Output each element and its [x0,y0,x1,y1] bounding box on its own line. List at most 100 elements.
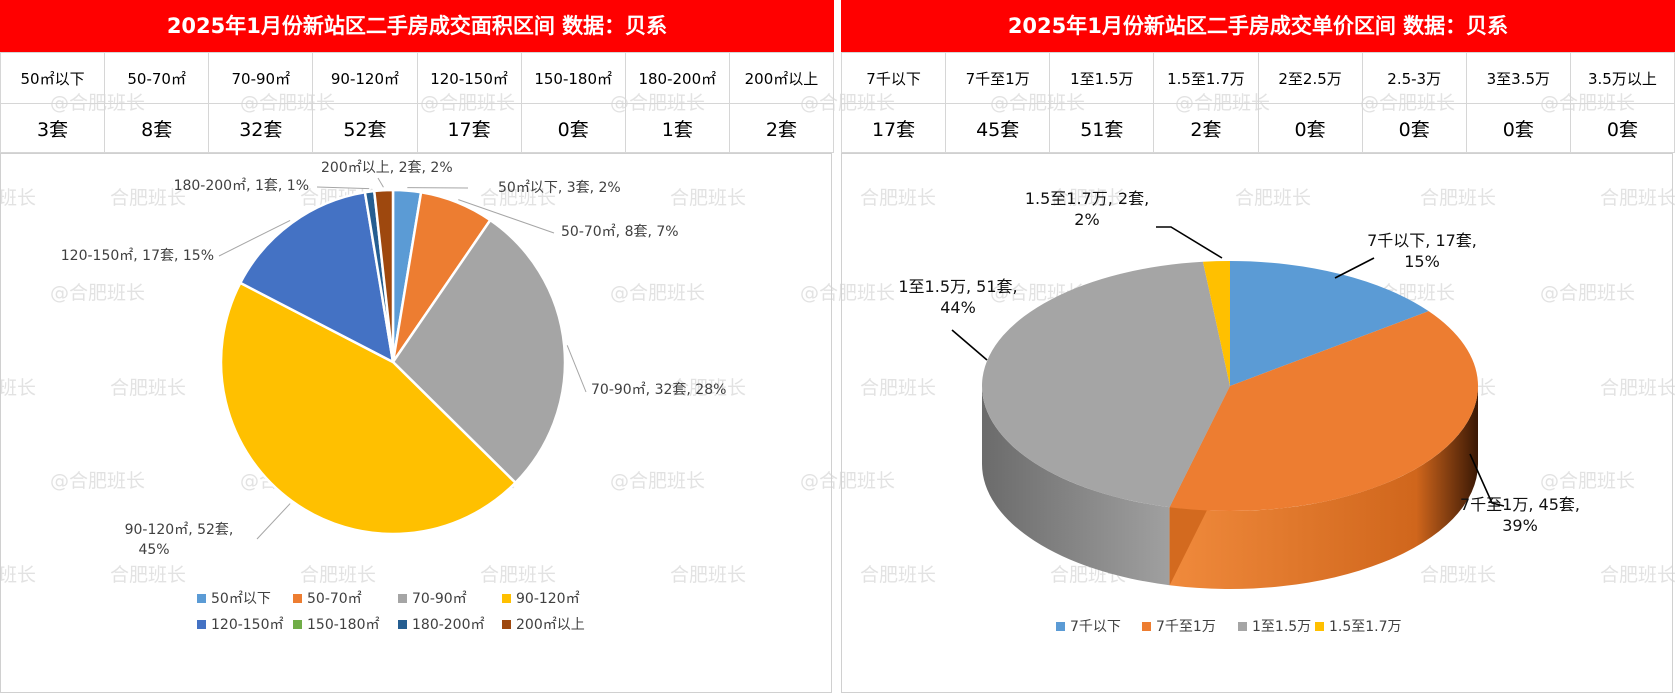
area-count-cell: 52套 [313,104,417,153]
leader-line [317,187,369,189]
leader-line [1156,227,1222,258]
legend-label: 200㎡以上 [516,617,585,633]
area-header-cell: 50㎡以下 [1,53,105,104]
legend-swatch [1315,622,1324,631]
data-label: 7千至1万, 45套,39% [1460,495,1580,535]
legend-swatch [398,594,407,603]
price-header-cell: 7千至1万 [946,53,1050,104]
data-label: 50㎡以下, 3套, 2% [498,180,621,196]
price-stats-table: 7千以下 7千至1万 1至1.5万 1.5至1.7万 2至2.5万 2.5-3万… [841,52,1675,153]
legend-swatch [293,594,302,603]
legend-label: 150-180㎡ [307,617,380,633]
price-header-cell: 2至2.5万 [1258,53,1362,104]
legend-item: 7千以下 [1056,619,1121,635]
legend-label: 180-200㎡ [412,617,485,633]
data-label: 1.5至1.7万, 2套,2% [1025,189,1149,229]
table-row: 50㎡以下 50-70㎡ 70-90㎡ 90-120㎡ 120-150㎡ 150… [1,53,834,104]
data-label: 180-200㎡, 1套, 1% [174,178,309,194]
data-label-group: 1.5至1.7万, 2套,2% [1025,189,1222,258]
data-label-group: 7千以下, 17套,15% [1335,231,1477,278]
legend-item: 50㎡以下 [197,591,271,607]
area-chart-box: 50㎡以下, 3套, 2% 50-70㎡, 8套, 7% 70-90㎡, 32套, … [0,153,832,693]
price-pie-chart: 7千以下, 17套,15% 7千至1万, 45套,39% 1至1.5万, 51套,4… [842,154,1672,692]
legend-label: 1至1.5万 [1252,619,1311,635]
legend-swatch [1238,622,1247,631]
legend-label: 1.5至1.7万 [1329,619,1402,635]
price-chart-box: 7千以下, 17套,15% 7千至1万, 45套,39% 1至1.5万, 51套,4… [841,153,1673,693]
area-count-cell: 3套 [1,104,105,153]
legend-item: 7千至1万 [1142,619,1216,635]
legend-item: 1.5至1.7万 [1315,619,1402,635]
price-header-cell: 2.5-3万 [1362,53,1466,104]
legend-swatch [502,594,511,603]
data-label: 200㎡以上, 2套, 2% [321,160,453,176]
price-count-cell: 0套 [1570,104,1674,153]
area-count-cell: 17套 [417,104,521,153]
price-count-cell: 0套 [1362,104,1466,153]
area-count-cell: 2套 [729,104,833,153]
legend-item: 70-90㎡ [398,591,467,607]
area-header-cell: 200㎡以上 [729,53,833,104]
area-stats-table: 50㎡以下 50-70㎡ 70-90㎡ 90-120㎡ 120-150㎡ 150… [0,52,834,153]
legend-swatch [293,620,302,629]
data-label: 120-150㎡, 17套, 15% [61,248,214,264]
legend-label: 7千至1万 [1156,619,1216,635]
price-count-cell: 51套 [1050,104,1154,153]
data-label: 90-120㎡, 52套,45% [125,522,234,558]
price-header-cell: 7千以下 [842,53,946,104]
area-count-cell: 32套 [209,104,313,153]
legend-label: 50-70㎡ [307,591,362,607]
data-label: 50-70㎡, 8套, 7% [561,224,679,240]
price-count-cell: 17套 [842,104,946,153]
area-header-cell: 50-70㎡ [105,53,209,104]
legend-label: 90-120㎡ [516,591,580,607]
area-header-cell: 120-150㎡ [417,53,521,104]
area-header-cell: 180-200㎡ [625,53,729,104]
area-panel: 2025年1月份新站区二手房成交面积区间 数据：贝系 50㎡以下 50-70㎡ … [0,0,834,153]
legend-label: 70-90㎡ [412,591,467,607]
price-count-cell: 2套 [1154,104,1258,153]
legend-label: 50㎡以下 [211,591,271,607]
area-pie-chart: 50㎡以下, 3套, 2% 50-70㎡, 8套, 7% 70-90㎡, 32套, … [1,154,831,692]
price-panel: 2025年1月份新站区二手房成交单价区间 数据：贝系 7千以下 7千至1万 1至… [841,0,1675,153]
table-row: 7千以下 7千至1万 1至1.5万 1.5至1.7万 2至2.5万 2.5-3万… [842,53,1675,104]
leader-line [1335,258,1374,278]
data-label: 70-90㎡, 32套, 28% [591,382,726,398]
area-header-cell: 70-90㎡ [209,53,313,104]
legend-swatch [197,620,206,629]
data-label-group: 7千至1万, 45套,39% [1460,454,1580,535]
leader-line [257,504,290,539]
legend-swatch [1142,622,1151,631]
legend-item: 200㎡以上 [502,617,585,633]
leader-line [952,330,987,360]
legend-item: 1至1.5万 [1238,619,1311,635]
legend-swatch [398,620,407,629]
price-count-cell: 45套 [946,104,1050,153]
legend-item: 150-180㎡ [293,617,380,633]
price-header-cell: 3至3.5万 [1466,53,1570,104]
area-count-cell: 8套 [105,104,209,153]
area-title: 2025年1月份新站区二手房成交面积区间 数据：贝系 [0,0,834,52]
area-header-cell: 90-120㎡ [313,53,417,104]
legend-swatch [1056,622,1065,631]
price-header-cell: 3.5万以上 [1570,53,1674,104]
data-label: 1至1.5万, 51套,44% [898,277,1017,317]
legend-item: 90-120㎡ [502,591,580,607]
leader-line [567,345,586,392]
area-count-cell: 1套 [625,104,729,153]
leader-line [378,178,383,187]
price-title: 2025年1月份新站区二手房成交单价区间 数据：贝系 [841,0,1675,52]
legend-label: 120-150㎡ [211,617,284,633]
legend-item: 120-150㎡ [197,617,284,633]
legend-label: 7千以下 [1070,619,1121,635]
price-count-cell: 0套 [1258,104,1362,153]
table-row: 3套 8套 32套 52套 17套 0套 1套 2套 [1,104,834,153]
area-header-cell: 150-180㎡ [521,53,625,104]
table-row: 17套 45套 51套 2套 0套 0套 0套 0套 [842,104,1675,153]
price-header-cell: 1至1.5万 [1050,53,1154,104]
legend-swatch [197,594,206,603]
price-header-cell: 1.5至1.7万 [1154,53,1258,104]
price-count-cell: 0套 [1466,104,1570,153]
data-label: 7千以下, 17套,15% [1367,231,1477,271]
legend-item: 50-70㎡ [293,591,362,607]
